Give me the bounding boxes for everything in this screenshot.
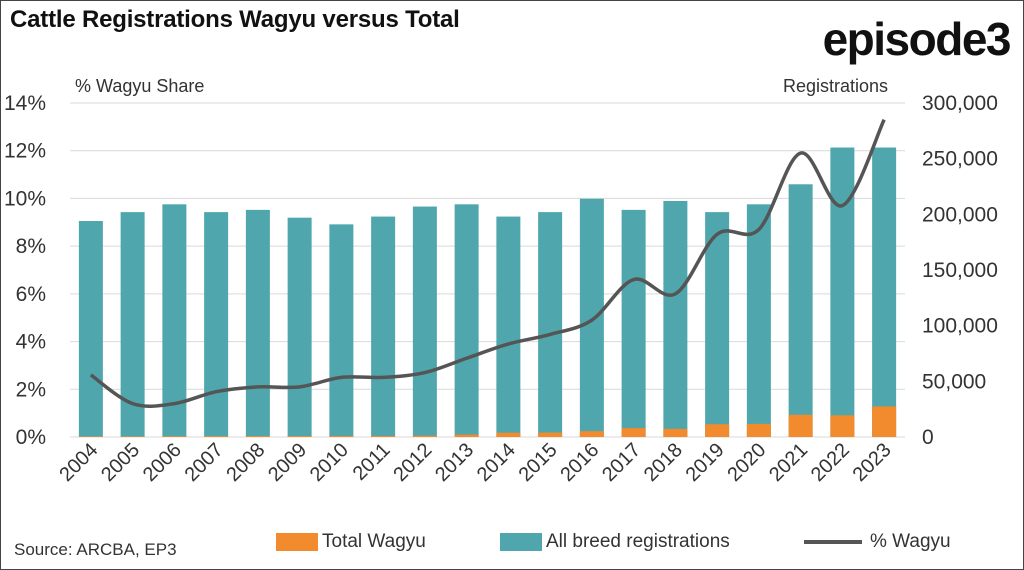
legend-swatch-pct-wagyu [804, 540, 862, 544]
legend-label-pct-wagyu: % Wagyu [870, 531, 951, 552]
x-tick-label: 2008 [222, 439, 269, 486]
x-tick-label: 2016 [556, 439, 603, 486]
x-tick-label: 2012 [389, 439, 436, 486]
legend-item-pct-wagyu: % Wagyu [804, 528, 951, 556]
bar-total-wagyu [872, 406, 897, 437]
pct-wagyu-line [89, 118, 886, 408]
bar-all-breed [412, 206, 437, 437]
x-tick-label: 2018 [640, 439, 687, 486]
right-tick-label: 0 [922, 426, 934, 449]
left-tick-label: 10% [4, 187, 46, 210]
left-tick-label: 12% [4, 140, 46, 163]
bar-total-wagyu [204, 436, 229, 437]
bar-all-breed [788, 184, 813, 437]
x-tick-label: 2021 [765, 439, 812, 486]
bar-all-breed [245, 209, 270, 437]
bar-all-breed [329, 224, 354, 437]
legend-label-total-wagyu: Total Wagyu [322, 531, 426, 552]
left-tick-label: 2% [16, 378, 46, 401]
legend-label-all-breed: All breed registrations [546, 531, 730, 552]
x-tick-label: 2020 [723, 439, 770, 486]
bar-total-wagyu [788, 414, 813, 437]
right-tick-label: 250,000 [922, 148, 998, 171]
bar-all-breed [496, 216, 521, 437]
x-tick-label: 2023 [849, 439, 896, 486]
left-tick-label: 0% [16, 426, 46, 449]
right-tick-label: 300,000 [922, 92, 998, 115]
bar-total-wagyu [579, 431, 604, 437]
left-tick-label: 8% [16, 235, 46, 258]
bar-total-wagyu [162, 436, 187, 437]
bar-all-breed [162, 204, 187, 437]
bar-all-breed [78, 221, 103, 437]
gridlines [70, 102, 905, 438]
bar-all-breed [538, 212, 563, 437]
bar-total-wagyu [245, 435, 270, 437]
bar-all-breed [705, 212, 730, 437]
bar-total-wagyu [287, 435, 312, 437]
x-tick-label: 2009 [264, 439, 311, 486]
x-tick-label: 2014 [473, 439, 520, 486]
right-tick-label: 150,000 [922, 259, 998, 282]
x-axis-ticks: 2004200520062007200820092010201120122013… [55, 439, 895, 486]
bar-total-wagyu [705, 424, 730, 437]
x-tick-label: 2022 [807, 439, 854, 486]
bar-total-wagyu [538, 432, 563, 437]
x-tick-label: 2019 [682, 439, 729, 486]
x-tick-label: 2015 [515, 439, 562, 486]
bar-total-wagyu [412, 435, 437, 437]
left-tick-label: 4% [16, 331, 46, 354]
legend-swatch-all-breed [500, 533, 542, 551]
x-tick-label: 2011 [349, 439, 395, 485]
line-series [89, 118, 886, 408]
bar-all-breed [287, 217, 312, 437]
left-axis-ticks: 0% 2% 4% 6% 8% 10% 12% 14% [4, 92, 46, 449]
bar-all-breed [579, 198, 604, 437]
right-axis-label: Registrations [783, 76, 888, 96]
left-tick-label: 14% [4, 92, 46, 115]
bar-total-wagyu [830, 415, 855, 437]
legend-item-all-breed: All breed registrations [500, 528, 730, 556]
legend-item-total-wagyu: Total Wagyu [276, 528, 426, 556]
x-tick-label: 2005 [97, 439, 144, 486]
bar-total-wagyu [663, 428, 688, 437]
bar-all-breed [872, 147, 897, 438]
x-tick-label: 2013 [431, 439, 478, 486]
left-tick-label: 6% [16, 283, 46, 306]
bar-all-breed [454, 204, 479, 437]
bar-all-breed [830, 147, 855, 438]
left-axis-label: % Wagyu Share [75, 76, 204, 96]
bar-total-wagyu [746, 423, 771, 437]
brand-logo: episode3 [822, 13, 1012, 65]
x-tick-label: 2006 [139, 439, 186, 486]
x-tick-label: 2004 [55, 439, 102, 486]
source-note: Source: ARCBA, EP3 [14, 540, 177, 559]
bar-total-wagyu [496, 432, 521, 437]
bar-all-breed [746, 204, 771, 437]
x-tick-label: 2017 [598, 439, 645, 486]
bar-all-breed [621, 209, 646, 437]
right-tick-label: 200,000 [922, 203, 998, 226]
x-tick-label: 2010 [306, 439, 353, 486]
bar-total-wagyu [120, 436, 145, 437]
bar-all-breed [371, 216, 396, 437]
bar-total-wagyu [371, 435, 396, 437]
bar-all-breed [204, 212, 229, 437]
legend-swatch-total-wagyu [276, 533, 318, 551]
x-tick-label: 2007 [181, 439, 228, 486]
bar-total-wagyu [329, 435, 354, 437]
right-axis-ticks: 0 50,000 100,000 150,000 200,000 250,000 300,0… [922, 92, 998, 449]
bar-series [78, 147, 897, 438]
chart-title: Cattle Registrations Wagyu versus Total [10, 6, 460, 33]
right-tick-label: 100,000 [922, 315, 998, 338]
bar-total-wagyu [78, 436, 103, 437]
bar-all-breed [663, 200, 688, 437]
bar-total-wagyu [621, 428, 646, 437]
right-tick-label: 50,000 [922, 370, 986, 393]
bar-total-wagyu [454, 434, 479, 437]
